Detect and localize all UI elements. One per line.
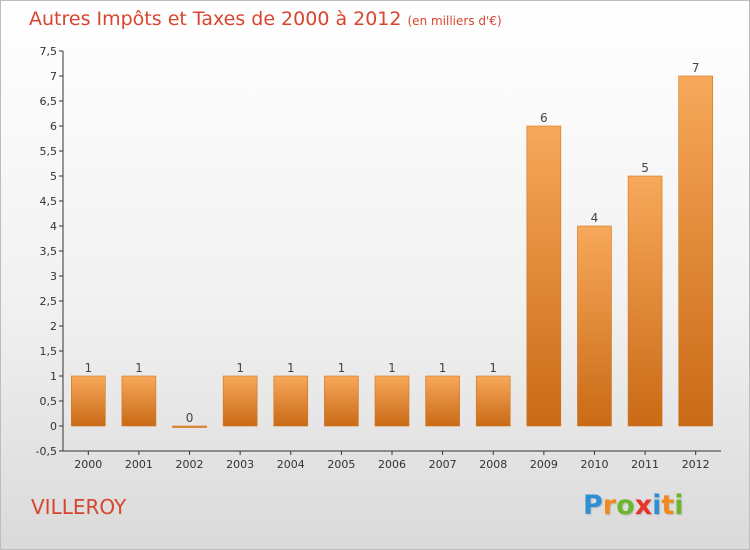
y-tick-label: 7 (50, 70, 57, 83)
logo-letter: t (661, 490, 675, 521)
data-label: 1 (489, 361, 497, 375)
logo-letter: o (616, 490, 635, 521)
data-label: 1 (388, 361, 396, 375)
bar-2011 (627, 175, 663, 427)
logo-letter: P (583, 490, 603, 521)
bars (71, 75, 713, 428)
bar-2004 (273, 375, 309, 427)
y-tick-label: 6,5 (40, 95, 58, 108)
x-tick-label: 2004 (277, 458, 305, 471)
y-tick-label: 3 (50, 270, 57, 283)
y-tick-label: 1,5 (40, 345, 58, 358)
bar-2006 (374, 375, 410, 427)
y-tick-label: 0 (50, 420, 57, 433)
data-label: 1 (338, 361, 346, 375)
y-tick-label: 2,5 (40, 295, 58, 308)
data-label: 5 (641, 161, 649, 175)
logo-letter: i (674, 490, 684, 521)
data-label: 1 (439, 361, 447, 375)
logo-letter: x (634, 490, 653, 521)
x-tick-label: 2000 (74, 458, 102, 471)
bar-2008 (475, 375, 511, 427)
proxiti-logo[interactable]: Proxiti (583, 490, 684, 521)
data-label: 7 (692, 61, 700, 75)
logo-letter: i (652, 490, 662, 521)
bar-2009 (526, 125, 562, 427)
x-tick-label: 2001 (125, 458, 153, 471)
data-label: 4 (591, 211, 599, 225)
y-tick-label: 5,5 (40, 145, 58, 158)
chart-title-text: Autres Impôts et Taxes de 2000 à 2012 (29, 8, 402, 30)
data-labels: 1 1 0 1 1 1 1 1 1 6 4 5 7 (84, 61, 699, 425)
data-label: 1 (84, 361, 92, 375)
chart-subtitle: (en milliers d'€) (407, 14, 502, 28)
data-label: 1 (287, 361, 295, 375)
bar-2002 (172, 425, 207, 428)
bar-2003 (222, 375, 258, 427)
x-tick-label: 2008 (479, 458, 507, 471)
x-tick-label: 2011 (631, 458, 659, 471)
data-label: 6 (540, 111, 548, 125)
chart-title: Autres Impôts et Taxes de 2000 à 2012 (en… (29, 8, 502, 30)
bar-2012 (678, 75, 713, 427)
bar-2007 (425, 375, 460, 427)
x-tick-label: 2005 (327, 458, 355, 471)
bar-2010 (577, 225, 612, 427)
y-tick-label: 2 (50, 320, 57, 333)
y-tick-label: 5 (50, 170, 57, 183)
data-label: 1 (135, 361, 143, 375)
y-tick-label: 0,5 (40, 395, 58, 408)
y-tick-label: 1 (50, 370, 57, 383)
y-tick-label: -0,5 (36, 445, 57, 458)
y-tick-label: 6 (50, 120, 57, 133)
y-tick-label: 4,5 (40, 195, 58, 208)
y-tick-label: 3,5 (40, 245, 58, 258)
bar-2005 (324, 375, 359, 427)
x-tick-label: 2012 (682, 458, 710, 471)
bar-2000 (71, 375, 106, 427)
logo-letter: r (602, 490, 617, 521)
y-tick-label: 7,5 (40, 45, 58, 58)
commune-name: VILLEROY (31, 495, 127, 519)
bar-2001 (121, 375, 157, 427)
x-tick-label: 2002 (176, 458, 204, 471)
x-tick-label: 2010 (580, 458, 608, 471)
x-tick-label: 2009 (530, 458, 558, 471)
axes: -0,5 0 0,5 1 1,5 2 2,5 3 3,5 4 4,5 5 5,5 6 6,5 7 7,5 2000… (36, 45, 721, 471)
data-label: 0 (186, 411, 194, 425)
y-tick-label: 4 (50, 220, 57, 233)
x-tick-label: 2007 (429, 458, 457, 471)
data-label: 1 (236, 361, 244, 375)
x-tick-label: 2003 (226, 458, 254, 471)
x-tick-label: 2006 (378, 458, 406, 471)
